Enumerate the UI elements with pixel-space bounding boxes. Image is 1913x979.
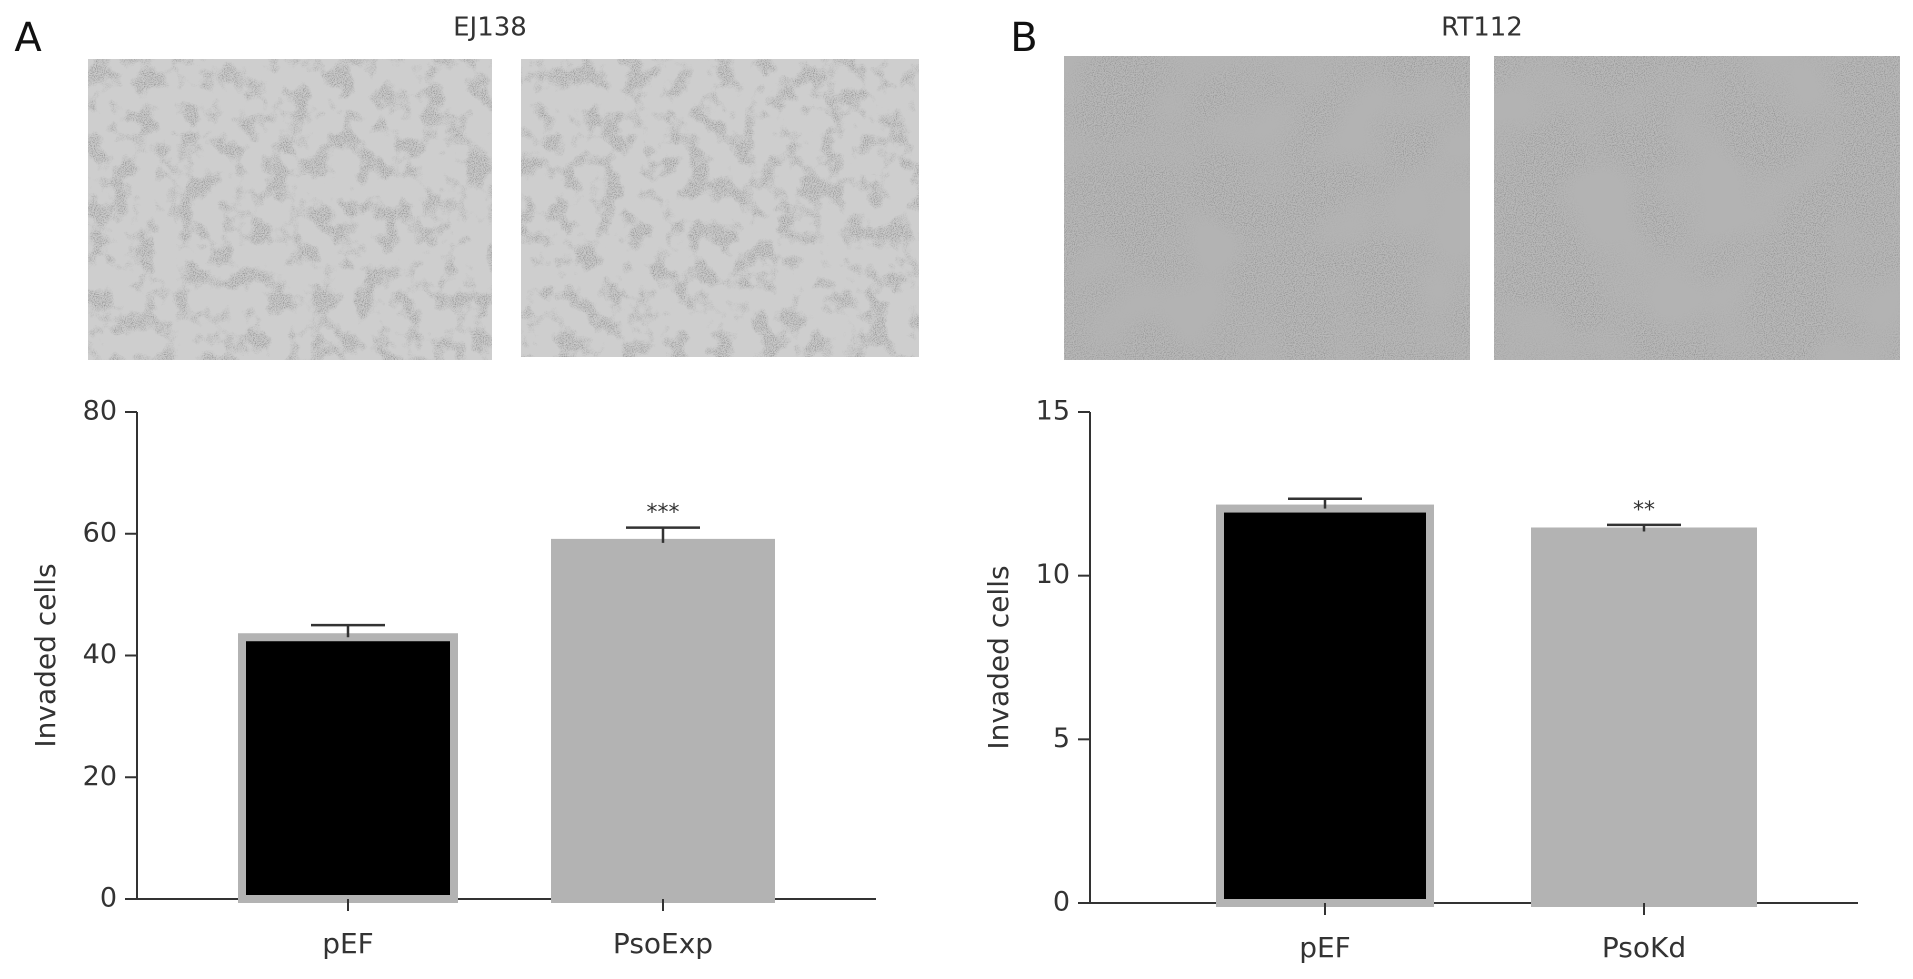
x-tick-label: pEF xyxy=(322,927,374,960)
significance-label: *** xyxy=(647,501,680,526)
bar xyxy=(1216,504,1434,907)
y-tick-label: 10 xyxy=(1036,559,1070,590)
y-axis-label: Invaded cells xyxy=(982,565,1015,749)
x-tick-label: pEF xyxy=(1299,931,1351,964)
y-tick-label: 0 xyxy=(1053,887,1070,918)
y-tick-label: 5 xyxy=(1053,723,1070,754)
micrograph-cells xyxy=(88,59,492,360)
y-tick-label: 60 xyxy=(83,517,117,548)
y-tick-label: 80 xyxy=(83,396,117,427)
panel-label: A xyxy=(14,15,42,61)
panel-label: B xyxy=(1010,15,1037,61)
y-axis-label: Invaded cells xyxy=(29,563,62,747)
y-tick-label: 40 xyxy=(83,639,117,670)
x-tick-label: PsoKd xyxy=(1602,931,1686,964)
micrograph-cells xyxy=(1064,56,1470,360)
micrograph-cells xyxy=(1494,56,1900,360)
chart-title: RT112 xyxy=(1441,13,1523,43)
chart-title: EJ138 xyxy=(453,13,527,43)
bar xyxy=(551,538,775,903)
y-tick-label: 15 xyxy=(1036,396,1070,427)
x-tick-label: PsoExp xyxy=(613,927,713,960)
y-tick-label: 20 xyxy=(83,761,117,792)
bar xyxy=(238,633,458,903)
micrograph-cells xyxy=(521,59,919,357)
bar xyxy=(1531,527,1757,908)
significance-label: ** xyxy=(1633,498,1655,523)
micrographs xyxy=(88,56,1900,360)
y-tick-label: 0 xyxy=(100,883,117,914)
